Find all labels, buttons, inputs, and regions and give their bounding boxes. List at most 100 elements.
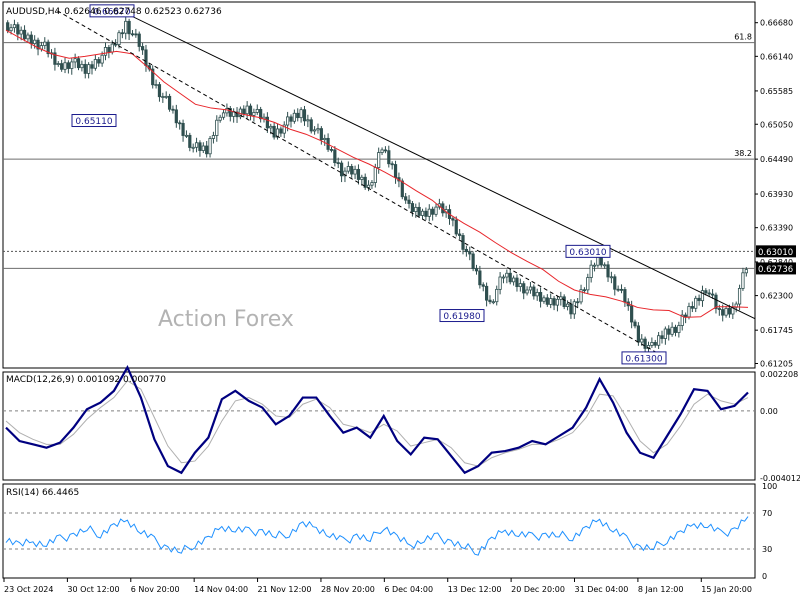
candle-body [380,149,384,153]
candle-body [87,64,91,74]
rsi-axis: 100 70 30 0 [762,482,777,581]
time-tick-label: 14 Nov 04:00 [194,585,248,594]
rsi-tick-label: 30 [762,545,772,554]
candle-body [350,166,354,175]
candle-body [333,149,337,164]
candle-body [215,119,219,136]
candle-body [245,105,249,115]
candle-body [198,142,202,151]
candle-body [221,112,226,118]
candle-body [16,24,20,35]
candle-body [468,251,472,255]
candle-body [12,24,17,29]
trendline-0 [120,10,756,320]
candle-body [687,306,691,318]
annotation-box-4 [621,351,667,365]
candle-body [366,184,371,188]
annotation-box-3 [439,309,485,323]
candle-body [478,270,482,286]
candle-body [339,162,344,177]
candle-body [22,29,27,40]
macd-panel-title: MACD(12,26,9) 0.001092 0.000770 [6,375,166,385]
candle-body [721,309,725,316]
candle-body [572,301,576,315]
candle-body [225,108,229,114]
candle-body [511,277,516,283]
candle-body [393,164,398,178]
candle-body [414,206,418,213]
price-tick-label: 0.66140 [760,52,793,61]
time-tick-label: 30 Oct 12:00 [67,585,119,594]
candle-body [377,152,381,168]
ohlc-label: 0.62646 0.62748 0.62523 0.62736 [64,7,222,17]
candle-body [488,299,492,303]
candle-body [640,338,644,343]
candle-body [107,47,111,53]
price-tags: 0.63010 0.62736 [756,245,796,275]
candle-body [56,63,60,65]
candle-body [565,303,570,308]
candle-body [272,125,276,138]
candle-body [157,84,162,98]
candle-body [286,116,290,126]
candle-body [242,108,246,115]
candle-body [360,176,364,180]
candle-body [704,290,708,294]
candle-body [184,134,189,137]
candle-body [117,32,121,45]
candle-body [316,128,320,131]
candle-body [697,297,701,302]
candle-body [410,203,415,213]
candle-body [417,206,421,216]
candle-body [289,116,293,122]
candle-body [653,342,657,346]
rsi-tick-label: 70 [762,509,772,518]
candle-body [174,109,178,124]
candle-body [201,145,205,151]
annotation-label-0: 0.66870 [93,7,130,17]
candle-body [680,314,684,326]
candle-body [33,39,37,45]
candle-body [309,119,313,132]
candle-body [313,129,317,132]
candle-body [70,61,74,69]
price-tag-label-0: 0.63010 [758,248,793,258]
candle-body [562,296,566,308]
rsi-tick-label: 0 [762,572,767,581]
candle-body [228,108,232,117]
macd-axis: 0.002208 0.00 -0.004012 [760,370,800,483]
candle-body [269,125,273,129]
candle-body [114,43,118,46]
time-axis: 23 Oct 2024 30 Oct 12:00 6 Nov 20:00 14 Nov… [3,578,752,594]
candle-body [127,20,131,35]
candle-body [525,289,529,294]
candle-body [252,112,256,116]
candle-body [63,62,67,70]
time-tick-label: 15 Jan 20:00 [701,585,752,594]
candle-body [235,111,239,118]
candle-body [93,59,97,69]
candle-body [140,46,145,51]
candle-body [164,95,168,98]
candle-body [690,306,694,309]
candle-body [6,22,10,32]
candle-body [363,176,367,188]
price-tick-label: 0.65050 [760,120,793,129]
time-tick-label: 31 Dec 04:00 [575,585,629,594]
candle-body [83,63,87,74]
candle-body [576,301,580,304]
candle-body [282,124,286,134]
candle-body [724,308,728,316]
annotation-label-1: 0.65110 [75,117,112,127]
candle-body [737,288,742,305]
candle-body [53,52,57,65]
candle-body [670,326,674,335]
candle-body [498,276,502,290]
candle-body [110,43,114,53]
level-label-0: 61.8 [734,33,752,42]
candle-body [589,264,593,278]
candle-body [532,286,536,297]
candle-body [650,342,654,346]
price-tick-label: 0.61745 [760,326,793,335]
candle-body [660,335,664,339]
